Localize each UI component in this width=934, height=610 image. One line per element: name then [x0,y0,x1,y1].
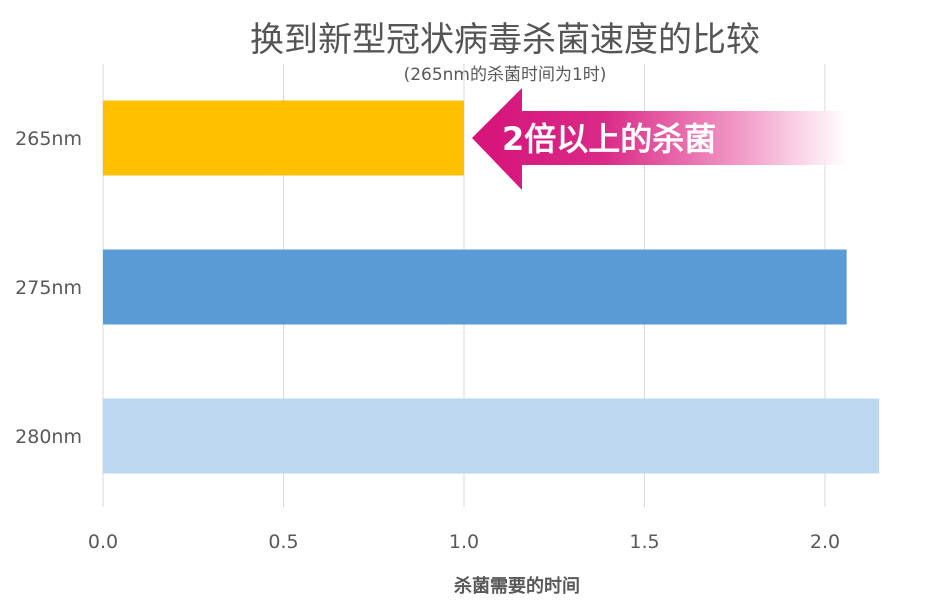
x-tick-label-0: 0.0 [88,531,118,553]
bars [103,100,880,474]
x-tick-label-3: 1.5 [629,531,659,553]
y-tick-labels: 265nm 275nm 280nm [15,128,82,448]
chart-title: 换到新型冠状病毒杀菌速度的比较 [250,20,760,60]
bar-280nm [103,398,880,474]
chart-subtitle: (265nm的杀菌时间为1时) [403,65,607,85]
x-tick-label-4: 2.0 [810,531,840,553]
x-tick-label-2: 1.0 [449,531,479,553]
y-tick-label-265nm: 265nm [15,128,82,150]
bar-265nm [103,100,464,176]
y-tick-label-275nm: 275nm [15,277,82,299]
x-tick-label-1: 0.5 [268,531,298,553]
y-tick-label-280nm: 280nm [15,426,82,448]
x-axis-title: 杀菌需要的时间 [454,575,580,597]
callout-arrow [472,88,848,190]
bar-275nm [103,249,847,325]
x-tick-labels: 0.0 0.5 1.0 1.5 2.0 [88,531,840,553]
callout-text: 2倍以上的杀菌 [502,120,716,158]
speed-callout: 2倍以上的杀菌 [472,88,848,190]
